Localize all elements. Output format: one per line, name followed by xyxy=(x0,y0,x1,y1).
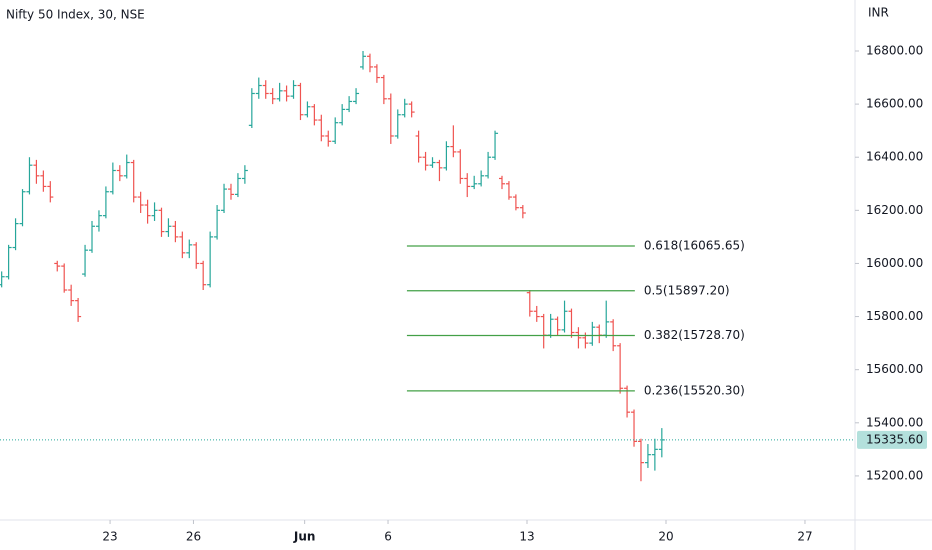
fib-label: 0.382(15728.70) xyxy=(644,328,745,342)
x-tick-label: 20 xyxy=(658,530,673,544)
fib-label: 0.5(15897.20) xyxy=(644,283,730,297)
y-tick-label: 15800.00 xyxy=(866,309,923,323)
currency-label: INR xyxy=(868,6,889,20)
y-tick-label: 16200.00 xyxy=(866,203,923,217)
x-tick-label: 26 xyxy=(186,530,201,544)
fib-label: 0.236(15520.30) xyxy=(644,383,745,397)
last-price-label: 15335.60 xyxy=(866,432,923,446)
y-tick-label: 15400.00 xyxy=(866,415,923,429)
y-tick-label: 16000.00 xyxy=(866,256,923,270)
x-tick-label: Jun xyxy=(293,530,316,544)
x-tick-label: 6 xyxy=(384,530,392,544)
y-tick-label: 15200.00 xyxy=(866,468,923,482)
chart-title: Nifty 50 Index, 30, NSE xyxy=(6,8,145,22)
y-tick-label: 16800.00 xyxy=(866,43,923,57)
x-tick-label: 13 xyxy=(519,530,534,544)
y-tick-label: 16600.00 xyxy=(866,97,923,111)
last-price-box xyxy=(857,430,927,449)
y-tick-label: 15600.00 xyxy=(866,362,923,376)
x-tick-label: 27 xyxy=(797,530,812,544)
x-tick-label: 23 xyxy=(102,530,117,544)
fib-label: 0.618(16065.65) xyxy=(644,239,745,253)
y-tick-label: 16400.00 xyxy=(866,150,923,164)
